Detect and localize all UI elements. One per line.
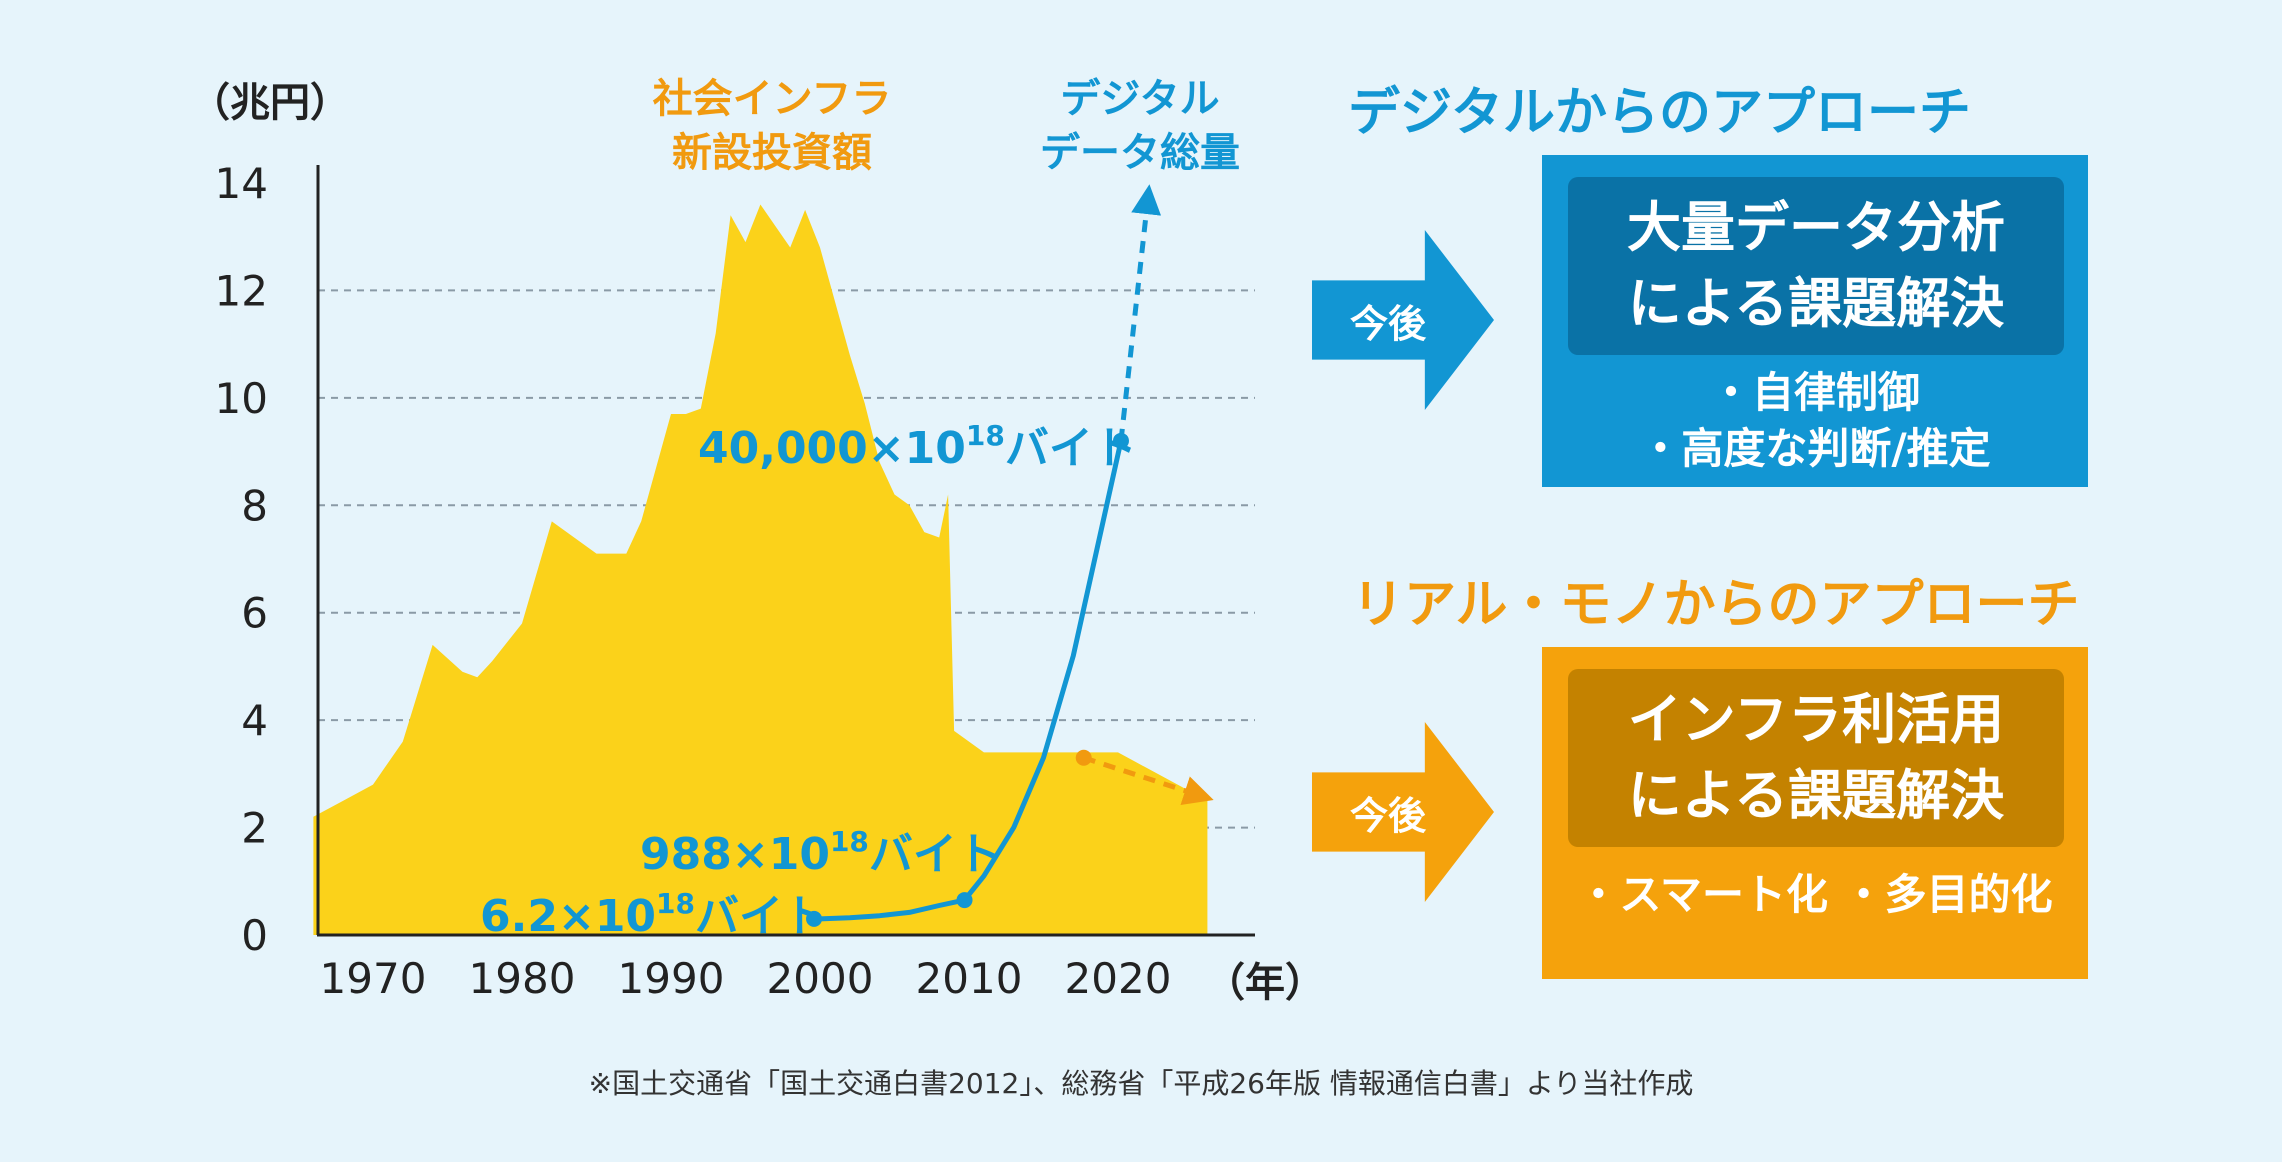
- y-tick-14: 14: [215, 159, 268, 208]
- digital-approach-title-box: 大量データ分析 による課題解決: [1568, 177, 2064, 355]
- y-axis-unit: （兆円）: [190, 80, 350, 126]
- digital-box-line2: による課題解決: [1627, 272, 2005, 335]
- data-label-2010: 988×1018バイト: [640, 818, 1001, 882]
- y-tick-8: 8: [241, 481, 268, 530]
- infra-projection-point: [1075, 749, 1092, 766]
- digital-future-arrow: 今後: [1312, 230, 1494, 410]
- digital-bullet-2: ・高度な判断/推定: [1639, 424, 1991, 473]
- y-tick-0: 0: [241, 911, 268, 960]
- real-approach-panel: インフラ利活用 による課題解決 ・スマート化 ・多目的化: [1542, 647, 2088, 979]
- digital-approach-heading: デジタルからのアプローチ: [1348, 83, 1971, 143]
- digital-point-2: [956, 892, 973, 909]
- x-tick-2000: 2000: [767, 954, 874, 1000]
- real-box-line2: による課題解決: [1627, 764, 2005, 827]
- ann2-base: 988×10: [640, 829, 830, 880]
- x-axis-unit: （年）: [1205, 960, 1325, 1006]
- source-footnote: ※国土交通省「国土交通白書2012」、総務省「平成26年版 情報通信白書」より当…: [588, 1067, 1694, 1100]
- digital-point-3: [1112, 432, 1129, 449]
- x-tick-1970: 1970: [320, 954, 427, 1000]
- x-tick-1990: 1990: [618, 954, 725, 1000]
- digital-label-line2: データ総量: [1040, 130, 1240, 176]
- digital-box-line1: 大量データ分析: [1627, 196, 2005, 259]
- ann1-exp: 18: [656, 887, 696, 920]
- digital-series-label: デジタル データ総量: [1030, 72, 1250, 180]
- real-box-line1: インフラ利活用: [1627, 688, 2005, 751]
- ann3-unit: バイト: [1004, 423, 1137, 474]
- digital-arrow-label: 今後: [1350, 301, 1427, 346]
- real-arrow-label: 今後: [1350, 793, 1427, 838]
- ann2-unit: バイト: [868, 829, 1001, 880]
- real-approach-heading: リアル・モノからのアプローチ: [1352, 575, 2080, 635]
- real-approach-title-box: インフラ利活用 による課題解決: [1568, 669, 2064, 847]
- data-label-2020: 40,000×1018バイト: [698, 412, 1137, 476]
- y-tick-4: 4: [241, 696, 268, 745]
- infra-series-label: 社会インフラ 新設投資額: [652, 72, 892, 180]
- x-tick-2020: 2020: [1065, 954, 1172, 1000]
- ann1-unit: バイト: [695, 891, 828, 942]
- chart-area: 0 2 4 6 8 10 12 14 1970 1980 1990 2000 2010 2020: [215, 159, 1255, 1000]
- real-future-arrow: 今後: [1312, 722, 1494, 902]
- real-bullet-1: ・スマート化 ・多目的化: [1577, 870, 2053, 919]
- digital-label-line1: デジタル: [1060, 76, 1220, 122]
- ann3-base: 40,000×10: [698, 423, 966, 474]
- ann2-exp: 18: [829, 825, 869, 858]
- digital-point-1: [806, 910, 823, 927]
- ann1-base: 6.2×10: [480, 891, 657, 942]
- y-tick-12: 12: [215, 266, 268, 315]
- digital-approach-bullets: ・自律制御 ・高度な判断/推定: [1542, 365, 2088, 477]
- infra-label-line2: 新設投資額: [672, 130, 872, 176]
- digital-approach-panel: 大量データ分析 による課題解決 ・自律制御 ・高度な判断/推定: [1542, 155, 2088, 487]
- x-tick-2010: 2010: [916, 954, 1023, 1000]
- infra-investment-area: [313, 204, 1208, 935]
- y-tick-10: 10: [215, 374, 268, 423]
- ann3-exp: 18: [965, 419, 1005, 452]
- y-tick-2: 2: [241, 804, 268, 853]
- y-tick-6: 6: [241, 589, 268, 638]
- real-approach-bullets: ・スマート化 ・多目的化: [1542, 867, 2088, 923]
- digital-bullet-1: ・自律制御: [1709, 368, 1920, 417]
- digital-projection-arrow: [1118, 184, 1162, 442]
- x-tick-1980: 1980: [469, 954, 576, 1000]
- infra-label-line1: 社会インフラ: [652, 76, 892, 122]
- data-label-2000: 6.2×1018バイト: [480, 880, 827, 944]
